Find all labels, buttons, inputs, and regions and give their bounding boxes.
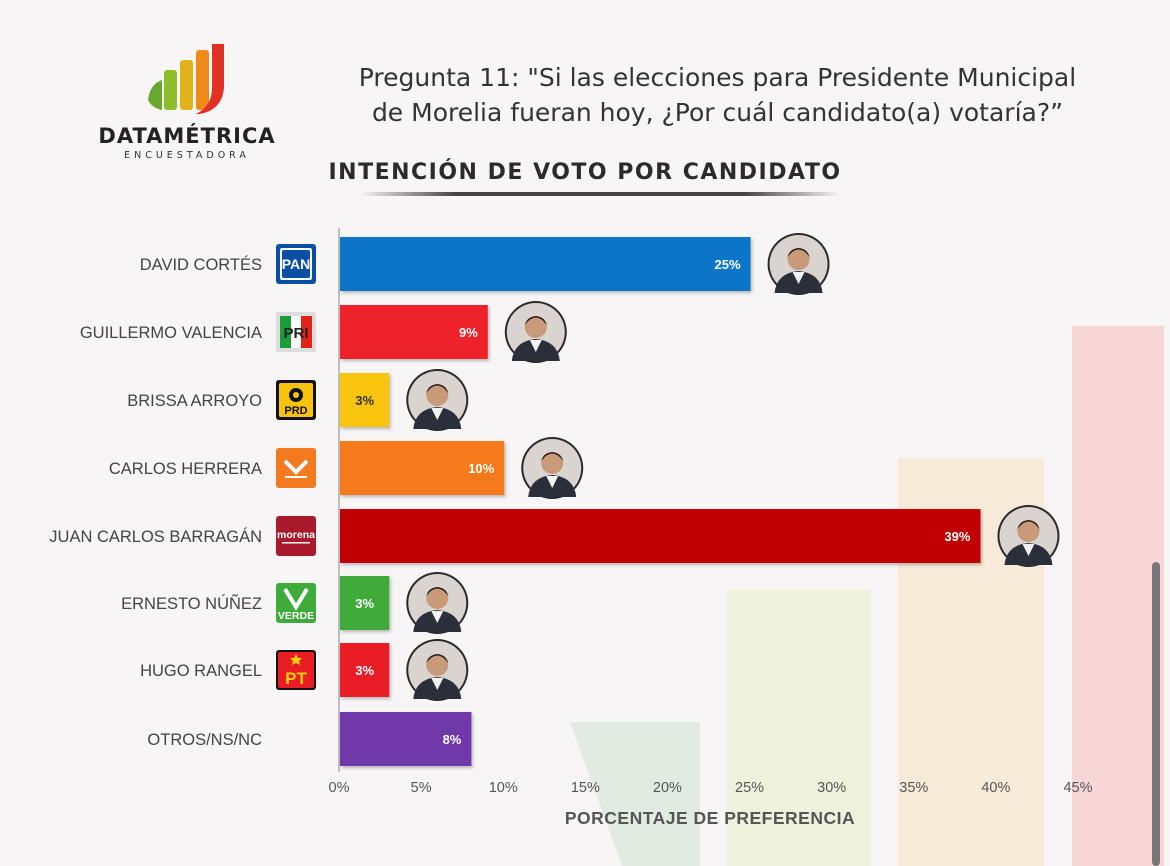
candidate-photo <box>406 369 469 431</box>
party-logo-pt-icon: PT <box>276 650 316 690</box>
category-label: CARLOS HERRERA <box>109 460 262 478</box>
candidate-photo <box>504 301 567 363</box>
data-label: 8% <box>443 732 462 747</box>
candidate-photo <box>521 437 584 499</box>
logo-tagline: ENCUESTADORA <box>124 150 250 161</box>
data-label: 10% <box>468 461 494 476</box>
x-tick-label: 45% <box>1063 780 1092 796</box>
category-label: HUGO RANGEL <box>140 662 262 680</box>
party-logo-prd-icon: PRD <box>276 380 316 420</box>
x-tick-label: 20% <box>653 780 682 796</box>
category-label: JUAN CARLOS BARRAGÁN <box>49 527 262 546</box>
svg-text:PRD: PRD <box>284 405 307 417</box>
chart-title: INTENCIÓN DE VOTO POR CANDIDATO <box>328 160 842 185</box>
party-logo-morena-icon: morena <box>276 516 316 556</box>
datametrica-logo: DATAMÉTRICA ENCUESTADORA <box>92 40 282 165</box>
bar-row: HUGO RANGEL PT 3% <box>140 639 469 701</box>
category-label: GUILLERMO VALENCIA <box>80 324 262 342</box>
category-label: OTROS/NS/NC <box>147 731 262 749</box>
x-tick-label: 0% <box>329 780 350 796</box>
party-logo-verde-icon: VERDE <box>276 583 316 623</box>
bar <box>340 712 472 766</box>
bar-row: DAVID CORTÉS PAN 25% <box>140 233 830 295</box>
bar <box>340 237 751 291</box>
data-label: 9% <box>459 325 478 340</box>
logo-brand-text: DATAMÉTRICA <box>98 124 276 148</box>
candidate-photo <box>997 505 1060 567</box>
svg-text:morena: morena <box>277 529 315 541</box>
bar-row: BRISSA ARROYO PRD 3% <box>127 369 469 431</box>
x-tick-label: 5% <box>411 780 432 796</box>
bar <box>340 305 488 359</box>
x-tick-label: 25% <box>735 780 764 796</box>
x-tick-label: 10% <box>489 780 518 796</box>
bar <box>340 643 390 697</box>
data-label: 3% <box>355 663 374 678</box>
bar <box>340 373 390 427</box>
svg-text:PRI: PRI <box>283 325 308 342</box>
x-axis-label: PORCENTAJE DE PREFERENCIA <box>565 808 855 828</box>
party-logo-pri-icon: PRI <box>276 312 316 352</box>
background-decoration <box>1072 326 1164 866</box>
data-label: 39% <box>944 529 970 544</box>
x-tick-label: 40% <box>981 780 1010 796</box>
data-label: 3% <box>355 596 374 611</box>
party-logo-mc-icon <box>276 448 316 488</box>
x-tick-label: 15% <box>571 780 600 796</box>
x-tick-label: 35% <box>899 780 928 796</box>
category-label: BRISSA ARROYO <box>127 392 262 410</box>
bar-row: OTROS/NS/NC 8% <box>147 712 472 766</box>
x-tick-label: 30% <box>817 780 846 796</box>
bar <box>340 441 505 495</box>
bar <box>340 509 981 563</box>
candidate-photo <box>406 639 469 701</box>
logo-bars-icon <box>148 44 224 114</box>
category-label: ERNESTO NÚÑEZ <box>121 593 262 613</box>
svg-text:PAN: PAN <box>282 256 311 272</box>
candidate-photo <box>406 572 469 634</box>
svg-text:PT: PT <box>285 669 307 688</box>
bar-row: JUAN CARLOS BARRAGÁN morena 39% <box>49 505 1060 567</box>
background-decoration <box>727 590 871 866</box>
data-label: 3% <box>355 393 374 408</box>
bar <box>340 576 390 630</box>
data-label: 25% <box>715 257 741 272</box>
bar-row: CARLOS HERRERA 10% <box>109 437 584 499</box>
scrollbar[interactable] <box>1152 562 1160 866</box>
candidate-photo <box>767 233 830 295</box>
survey-question: Pregunta 11: "Si las elecciones para Pre… <box>358 63 1077 127</box>
category-label: DAVID CORTÉS <box>140 255 262 274</box>
bar-row: GUILLERMO VALENCIA PRI 9% <box>80 301 567 363</box>
title-underline <box>360 192 840 196</box>
svg-text:VERDE: VERDE <box>278 610 314 622</box>
bar-row: ERNESTO NÚÑEZ VERDE 3% <box>121 572 469 634</box>
party-logo-pan-icon: PAN <box>276 244 316 284</box>
